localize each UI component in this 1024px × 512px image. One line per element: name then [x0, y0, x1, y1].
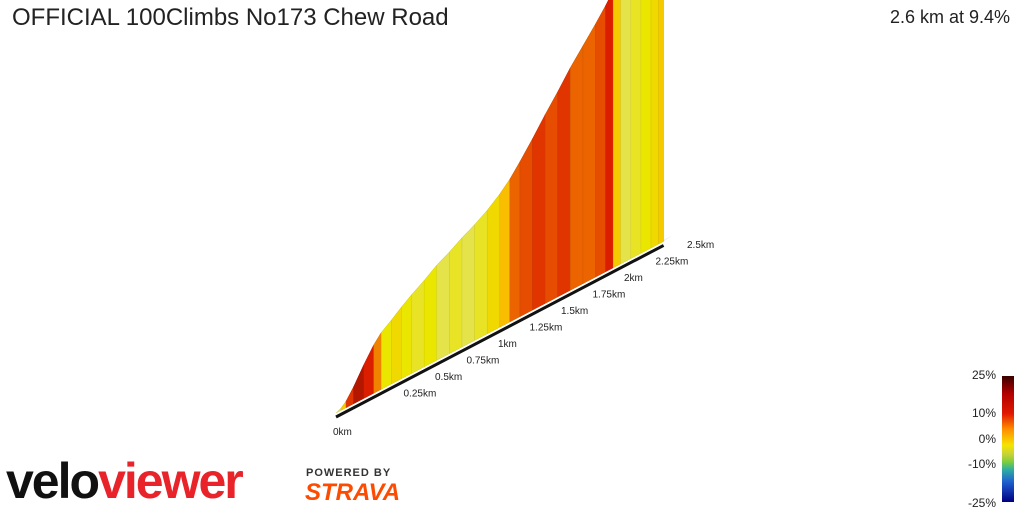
- gradient-segment-3: [353, 364, 364, 405]
- gradient-segment-4: [363, 344, 375, 399]
- gradient-segment-1: [340, 400, 347, 411]
- gradient-segment-20: [544, 91, 559, 304]
- distance-tick-label: 2km: [624, 273, 643, 284]
- page-title: OFFICIAL 100Climbs No173 Chew Road: [12, 4, 449, 31]
- gradient-segment-11: [436, 251, 450, 361]
- gradient-segment-5: [373, 331, 382, 394]
- gradient-segment-22: [570, 44, 584, 291]
- gradient-segment-2: [345, 386, 354, 409]
- gradient-segment-25: [605, 0, 614, 273]
- legend-label-neg25: -25%: [967, 496, 996, 510]
- gradient-segment-27: [620, 0, 632, 265]
- legend-label-0: 0%: [978, 432, 996, 446]
- distance-tick-label: 0.5km: [435, 372, 462, 383]
- gradient-segment-8: [401, 294, 412, 380]
- gradient-segment-13: [461, 224, 475, 348]
- gradient-segment-18: [519, 138, 533, 318]
- distance-ticks: 0km 0.25km 0.5km 0.75km 1km 1.25km 1.5km 1.75km…: [333, 240, 714, 438]
- gradient-segment-0: [335, 407, 342, 414]
- legend-label-neg10: -10%: [967, 457, 996, 471]
- gradient-segment-29: [640, 0, 652, 254]
- distance-tick-label: 0.25km: [404, 389, 437, 400]
- distance-tick-label: 2.25km: [656, 257, 689, 268]
- gradient-segment-28: [630, 0, 642, 259]
- gradient-segment-30: [650, 0, 659, 249]
- distance-tick-label: 1.5km: [561, 306, 588, 317]
- gradient-segment-9: [411, 279, 425, 374]
- gradient-segment-17: [509, 160, 521, 323]
- climb-summary: 2.6 km at 9.4%: [889, 7, 1010, 27]
- veloviewer-logo[interactable]: veloviewer: [6, 452, 244, 510]
- gradient-segment-21: [557, 67, 571, 298]
- legend-label-25: 25%: [971, 368, 996, 382]
- gradient-segments: [335, 0, 673, 414]
- gradient-segment-24: [595, 5, 606, 278]
- logo-velo-text: velo: [6, 453, 100, 509]
- gradient-segment-12: [449, 237, 463, 355]
- distance-axis-line: [335, 244, 665, 419]
- distance-axis: [335, 244, 665, 419]
- gradient-segment-31: [658, 0, 664, 245]
- strava-logo[interactable]: STRAVA: [305, 479, 401, 506]
- distance-tick-label: 1.75km: [593, 290, 626, 301]
- distance-tick-label: 1km: [498, 339, 517, 350]
- distance-tick-label: 0km: [333, 427, 352, 438]
- distance-tick-label: 0.75km: [467, 356, 500, 367]
- logo-viewer-text: viewer: [98, 453, 244, 509]
- legend-label-10: 10%: [971, 406, 996, 420]
- gradient-segment-16: [499, 178, 511, 328]
- gradient-segment-26: [612, 0, 622, 269]
- distance-tick-label: 2.5km: [687, 240, 714, 251]
- powered-by-label: POWERED BY: [306, 467, 392, 479]
- gradient-segment-19: [532, 114, 546, 311]
- gradient-segment-7: [391, 306, 402, 385]
- gradient-segment-23: [582, 23, 596, 285]
- gradient-segment-6: [381, 319, 392, 390]
- gradient-segment-10: [423, 264, 438, 368]
- gradient-segment-15: [486, 193, 501, 335]
- gradient-color-legend: [1002, 376, 1014, 502]
- gradient-segment-14: [474, 209, 488, 341]
- distance-tick-label: 1.25km: [530, 323, 563, 334]
